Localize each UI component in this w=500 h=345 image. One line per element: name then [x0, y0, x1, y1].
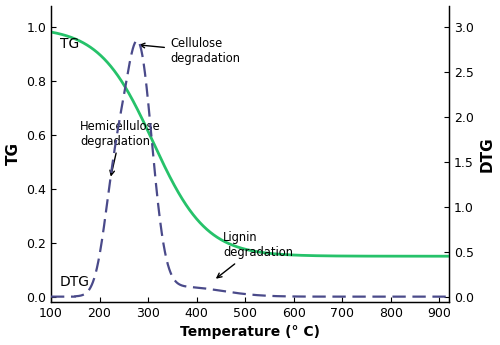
X-axis label: Temperature (° C): Temperature (° C)	[180, 325, 320, 339]
Text: Hemicellulose
degradation: Hemicellulose degradation	[80, 120, 161, 175]
Text: Cellulose
degradation: Cellulose degradation	[140, 37, 240, 65]
Text: TG: TG	[60, 37, 79, 51]
Text: Lignin
degradation: Lignin degradation	[217, 231, 294, 278]
Text: DTG: DTG	[60, 275, 90, 288]
Y-axis label: TG: TG	[6, 142, 20, 165]
Y-axis label: DTG: DTG	[480, 136, 494, 171]
